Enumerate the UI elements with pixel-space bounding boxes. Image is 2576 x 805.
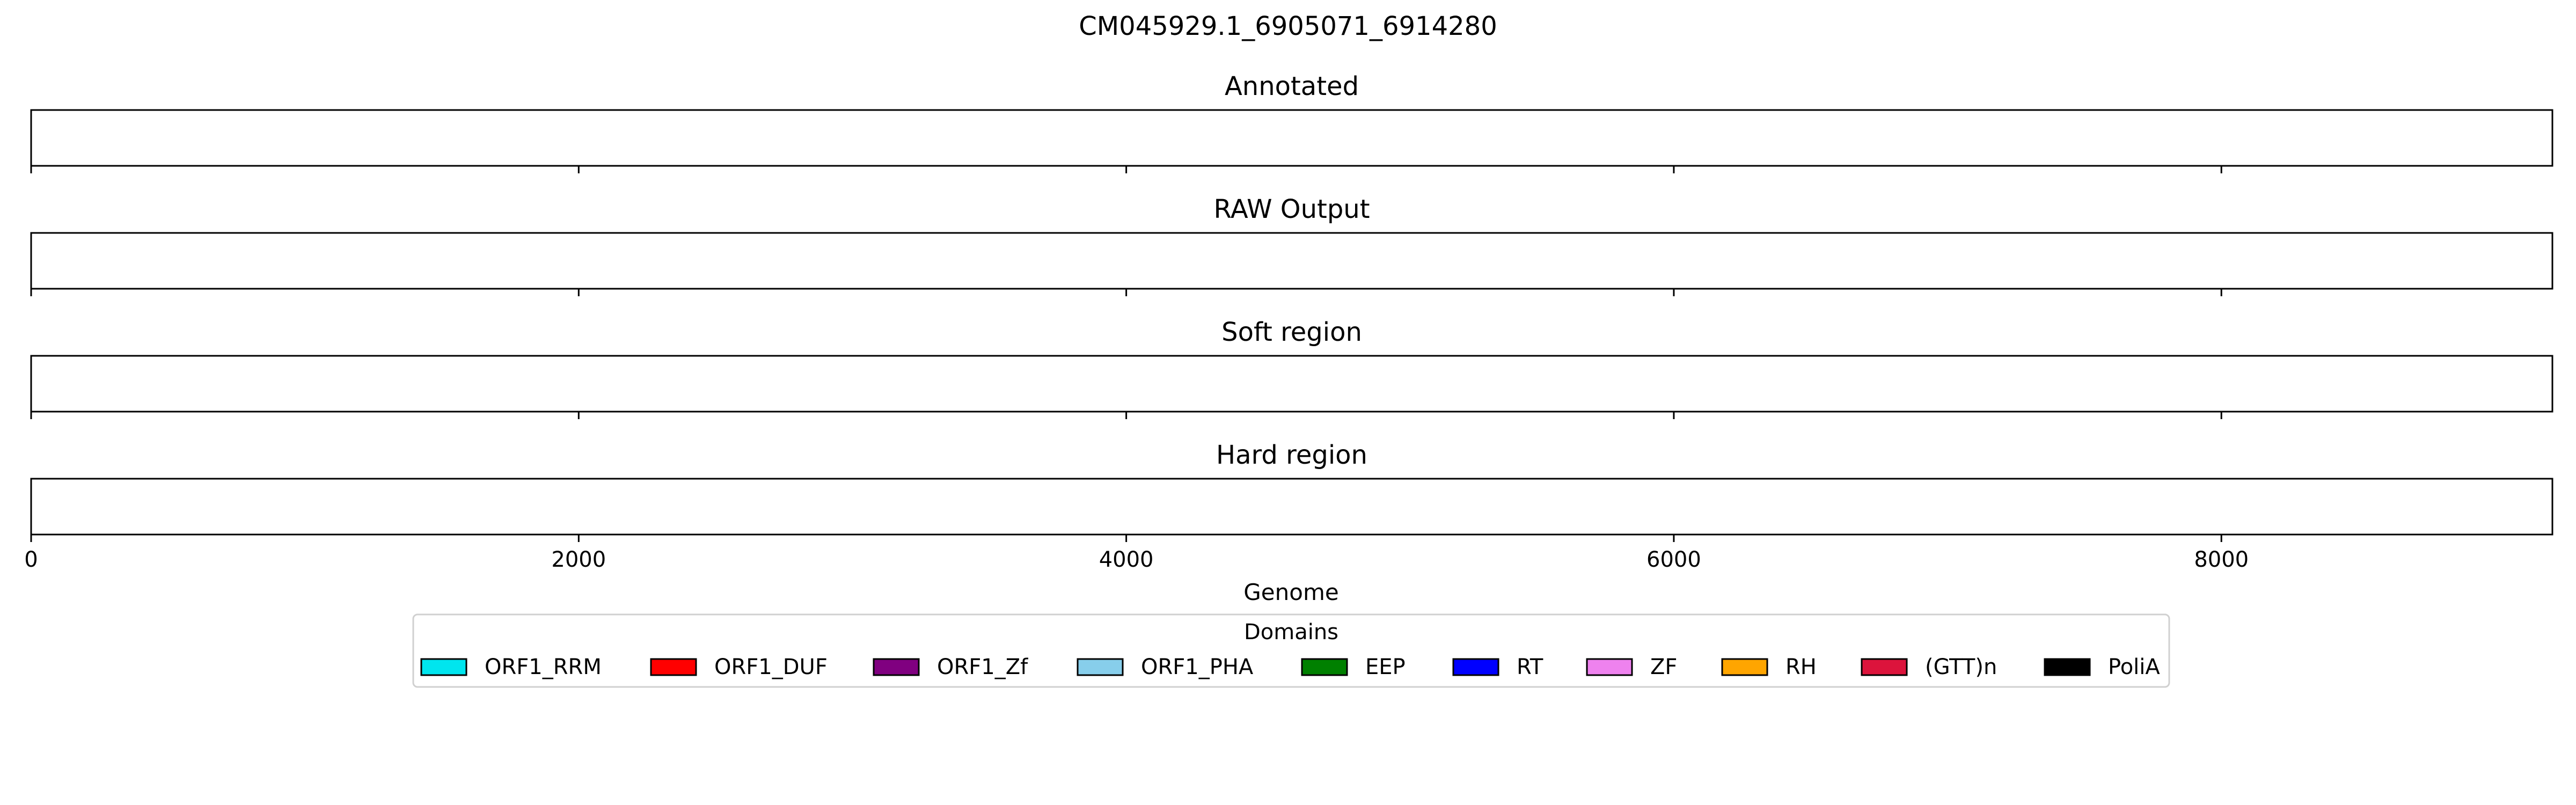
legend-swatch-2	[873, 658, 920, 676]
x-tick-label-2: 4000	[1099, 547, 1154, 572]
x-axis-label: Genome	[1243, 579, 1338, 605]
panels-group: Annotated RAW Output Soft region Hard regio…	[24, 71, 2553, 572]
legend-label-6: ZF	[1650, 655, 1677, 679]
x-tick-label-4: 8000	[2194, 547, 2249, 572]
panel-title-hard: Hard region	[1216, 440, 1367, 470]
panel-annotated: Annotated	[30, 71, 2553, 173]
panel-title-soft: Soft region	[1221, 317, 1362, 347]
panel-frame-soft	[30, 355, 2553, 413]
panel-title-annotated: Annotated	[1225, 71, 1359, 101]
legend-swatch-4	[1301, 658, 1348, 676]
legend-swatch-8	[1861, 658, 1908, 676]
legend-swatch-1	[650, 658, 697, 676]
legend-swatch-6	[1586, 658, 1633, 676]
panel-frame-hard	[30, 478, 2553, 536]
panel-soft: Soft region	[30, 317, 2553, 419]
legend-swatch-7	[1721, 658, 1768, 676]
legend-swatch-3	[1077, 658, 1124, 676]
legend-label-2: ORF1_Zf	[937, 655, 1028, 679]
legend-label-3: ORF1_PHA	[1141, 655, 1254, 679]
legend-label-9: PoliA	[2108, 655, 2160, 679]
x-tick-label-3: 6000	[1646, 547, 1701, 572]
legend-label-4: EEP	[1365, 655, 1406, 679]
panel-title-raw: RAW Output	[1213, 194, 1370, 224]
panel-frame-annotated	[30, 109, 2553, 167]
x-tick-label-0: 0	[24, 547, 38, 572]
legend-swatch-5	[1452, 658, 1499, 676]
legend: Domains ORF1_RRM ORF1_DUF ORF1_Zf ORF1_PHA EE…	[412, 613, 2170, 688]
legend-label-5: RT	[1517, 655, 1543, 679]
panel-raw: RAW Output	[30, 194, 2553, 296]
x-tick-label-1: 2000	[551, 547, 606, 572]
panel-hard: Hard region 0 2000 4000 6000 8000	[24, 440, 2553, 572]
legend-label-1: ORF1_DUF	[714, 655, 828, 679]
legend-label-8: (GTT)n	[1925, 655, 1997, 679]
legend-title: Domains	[1244, 620, 1338, 645]
legend-label-0: ORF1_RRM	[485, 655, 602, 679]
legend-label-7: RH	[1785, 655, 1817, 679]
legend-swatch-9	[2044, 658, 2091, 676]
figure-title: CM045929.1_6905071_6914280	[1079, 11, 1497, 41]
panel-frame-raw	[30, 232, 2553, 290]
legend-swatch-0	[420, 658, 467, 676]
